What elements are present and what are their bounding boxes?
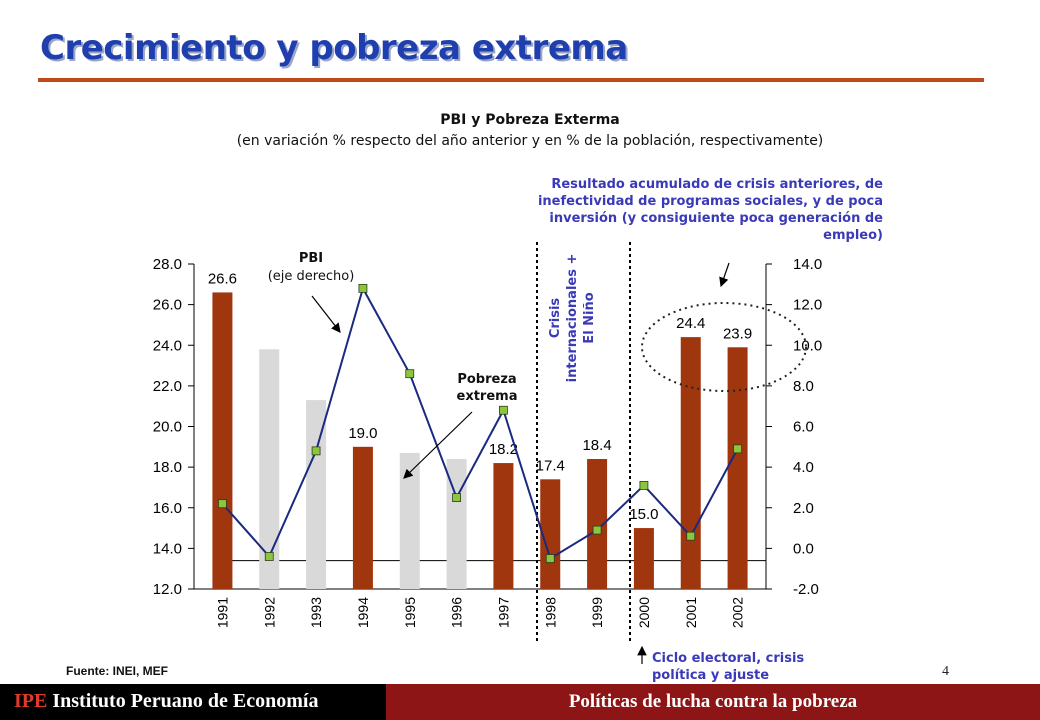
- bar-data-label: 18.2: [489, 441, 518, 458]
- line-marker: [405, 369, 415, 379]
- y-left-tick-label: 20.0: [153, 419, 182, 436]
- source-note: Fuente: INEI, MEF: [66, 664, 168, 678]
- footer-section-title: Políticas de lucha contra la pobreza: [568, 691, 858, 712]
- bar: [352, 446, 373, 589]
- y-left-tick-label: 14.0: [153, 540, 182, 557]
- line-layer: [218, 283, 742, 563]
- annotation-crisis-2: internacionales +: [565, 254, 580, 383]
- line-marker: [545, 554, 555, 563]
- y-right-tick-label: 4.0: [793, 459, 814, 476]
- brand-name: Instituto Peruano de Economía: [52, 690, 319, 712]
- annotation-ciclo-1: Ciclo electoral, crisis: [652, 651, 804, 666]
- bar-data-label: 18.4: [582, 437, 611, 454]
- page-number: 4: [942, 664, 949, 679]
- footer-brand-block: IPE Instituto Peruano de Economía: [0, 684, 386, 720]
- annotation-pbi: PBI: [299, 251, 323, 266]
- line-marker: [686, 531, 696, 541]
- bar: [587, 459, 608, 589]
- x-tick-label: 2000: [636, 597, 652, 628]
- bar: [540, 479, 561, 589]
- line-marker: [218, 499, 227, 509]
- annotation-resultado-2: inefectividad de programas sociales, y d…: [538, 194, 883, 209]
- bar: [633, 528, 654, 589]
- y-right-tick-label: -2.0: [793, 581, 819, 598]
- y-left-tick-label: 22.0: [153, 378, 182, 395]
- chart-subtitle: (en variación % respecto del año anterio…: [236, 133, 824, 149]
- annotation-crisis-3: El Niño: [582, 292, 597, 343]
- chart: 12.0 14.0 16.0 18.0 20.0 22.0 24.0 26.0 28.0 -2.0…: [153, 177, 883, 683]
- x-tick-label: 2002: [730, 597, 746, 628]
- slide-title: Crecimiento y pobreza extrema: [40, 28, 628, 68]
- y-right-tick-label: 14.0: [793, 256, 822, 273]
- y-right-tick-label: 6.0: [793, 419, 814, 436]
- x-tick-label: 1995: [402, 597, 418, 628]
- line-marker: [499, 405, 508, 415]
- bars-layer: 26.6 19.0 18.2 17.4 18.4 15.0 24.4 23.9: [208, 270, 752, 589]
- line-marker: [264, 552, 274, 561]
- bar-data-label: 23.9: [723, 325, 752, 342]
- x-tick-label: 1999: [589, 597, 605, 628]
- footer-bar: IPE Instituto Peruano de Economía Políti…: [0, 684, 1040, 720]
- y-right-tick-label: 12.0: [793, 297, 822, 314]
- chart-title: PBI y Pobreza Exterma: [440, 112, 620, 128]
- annotation-pobreza-arrow: [403, 411, 473, 479]
- line-marker: [639, 481, 649, 490]
- x-tick-label: 1994: [355, 597, 371, 628]
- line-marker: [452, 493, 461, 502]
- y-left-tick-label: 24.0: [153, 337, 182, 354]
- y-left-tick-label: 26.0: [153, 297, 182, 314]
- annotation-crisis-1: Crisis: [548, 298, 563, 339]
- bar: [259, 349, 280, 589]
- line-marker: [311, 446, 321, 456]
- y-left-tick-label: 28.0: [153, 256, 182, 273]
- bar-data-label: 19.0: [348, 425, 377, 442]
- y-right-tick-label: 2.0: [793, 500, 814, 517]
- x-tick-label: 1998: [542, 597, 558, 628]
- y-left-tick-label: 16.0: [153, 500, 182, 517]
- annotation-pbi-arrow: [311, 295, 341, 333]
- y-right-tick-label: 8.0: [793, 378, 814, 395]
- y-left-tick-label: 18.0: [153, 459, 182, 476]
- footer-brand: IPE Instituto Peruano de Economía: [14, 690, 318, 713]
- annotations-layer: PBI (eje derecho) Pobreza extrema Crisis…: [268, 177, 883, 683]
- line-marker: [592, 525, 602, 535]
- bar-data-label: 15.0: [629, 506, 658, 523]
- line-marker: [733, 444, 742, 454]
- bar: [493, 463, 514, 589]
- title-rule: [38, 78, 984, 82]
- bar: [680, 337, 701, 589]
- annotation-resultado-4: empleo): [823, 228, 883, 243]
- x-tick-label: 1997: [495, 597, 511, 628]
- bar-data-label: 26.6: [208, 270, 237, 287]
- y-left-tick-label: 12.0: [153, 581, 182, 598]
- bar-data-label: 17.4: [536, 457, 565, 474]
- axes-layer: 12.0 14.0 16.0 18.0 20.0 22.0 24.0 26.0 28.0 -2.0…: [153, 242, 822, 642]
- bar: [727, 347, 748, 589]
- bar: [399, 452, 420, 589]
- line-marker: [358, 283, 368, 293]
- x-tick-label: 1992: [261, 597, 277, 628]
- annotation-resultado-arrow: [719, 262, 730, 288]
- bar-data-label: 24.4: [676, 315, 705, 332]
- x-tick-label: 1996: [449, 597, 465, 628]
- x-tick-label: 1991: [214, 597, 230, 628]
- annotation-ciclo-2: política y ajuste: [652, 668, 769, 683]
- bar: [446, 459, 467, 589]
- bar: [212, 292, 233, 589]
- annotation-pbi-axis: (eje derecho): [268, 269, 355, 284]
- x-tick-label: 1993: [308, 597, 324, 628]
- bar: [306, 400, 327, 589]
- y-right-tick-label: 0.0: [793, 540, 814, 557]
- y-right-tick-label: 10.0: [793, 337, 822, 354]
- brand-acronym: IPE: [14, 690, 48, 712]
- x-tick-label: 2001: [683, 597, 699, 628]
- series-line: [221, 285, 739, 561]
- annotation-pobreza-1: Pobreza: [457, 372, 516, 387]
- annotation-resultado-3: inversión (y consiguiente poca generació…: [549, 211, 883, 226]
- annotation-pobreza-2: extrema: [457, 389, 518, 404]
- annotation-resultado-1: Resultado acumulado de crisis anteriores…: [551, 177, 883, 192]
- highlight-ellipse: [641, 302, 807, 392]
